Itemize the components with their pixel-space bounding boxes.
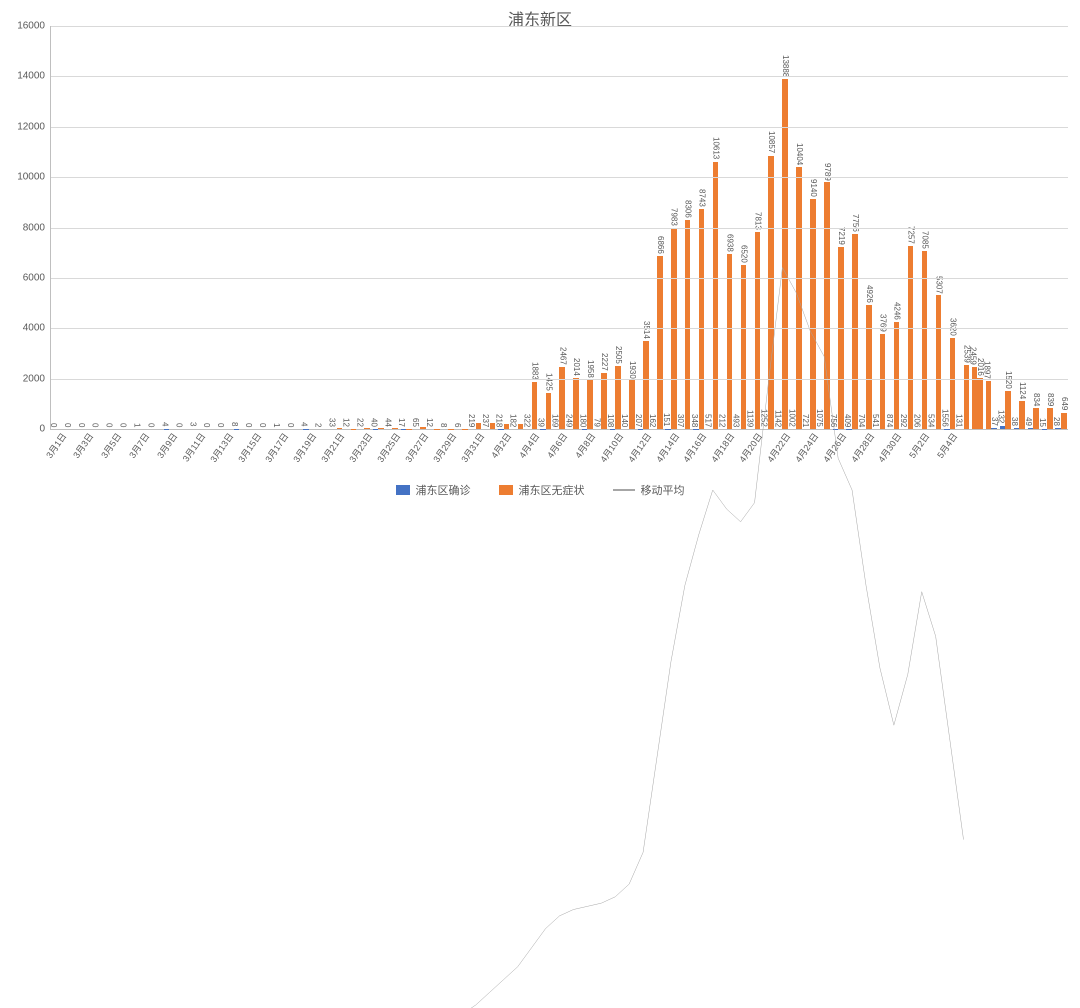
y-tick-label: 8000	[23, 222, 51, 233]
y-tick-label: 10000	[17, 172, 51, 183]
legend-swatch	[396, 485, 410, 495]
legend-label: 浦东区确诊	[416, 482, 471, 498]
y-tick-label: 16000	[17, 21, 51, 32]
gridline	[51, 26, 1068, 27]
legend-label: 浦东区无症状	[519, 482, 585, 498]
gridline	[51, 228, 1068, 229]
legend: 浦东区确诊 浦东区无症状 移动平均	[0, 482, 1080, 498]
plot-area: 3月1日003月3日003月5日003月7日103月9日403月11日303月1…	[50, 26, 1068, 430]
legend-item: 移动平均	[613, 482, 685, 498]
y-tick-label: 12000	[17, 121, 51, 132]
y-tick-label: 0	[39, 424, 51, 435]
legend-item: 浦东区确诊	[396, 482, 471, 498]
legend-line	[613, 489, 635, 491]
y-tick-label: 14000	[17, 71, 51, 82]
gridline	[51, 278, 1068, 279]
gridline	[51, 177, 1068, 178]
moving-average-line	[51, 26, 1068, 1008]
gridline	[51, 328, 1068, 329]
chart-container: 浦东新区 3月1日003月3日003月5日003月7日103月9日403月11日…	[0, 0, 1080, 504]
gridline	[51, 76, 1068, 77]
gridline	[51, 127, 1068, 128]
legend-item: 浦东区无症状	[499, 482, 585, 498]
y-tick-label: 4000	[23, 323, 51, 334]
y-tick-label: 6000	[23, 272, 51, 283]
y-tick-label: 2000	[23, 373, 51, 384]
legend-swatch	[499, 485, 513, 495]
legend-label: 移动平均	[641, 482, 685, 498]
gridline	[51, 379, 1068, 380]
